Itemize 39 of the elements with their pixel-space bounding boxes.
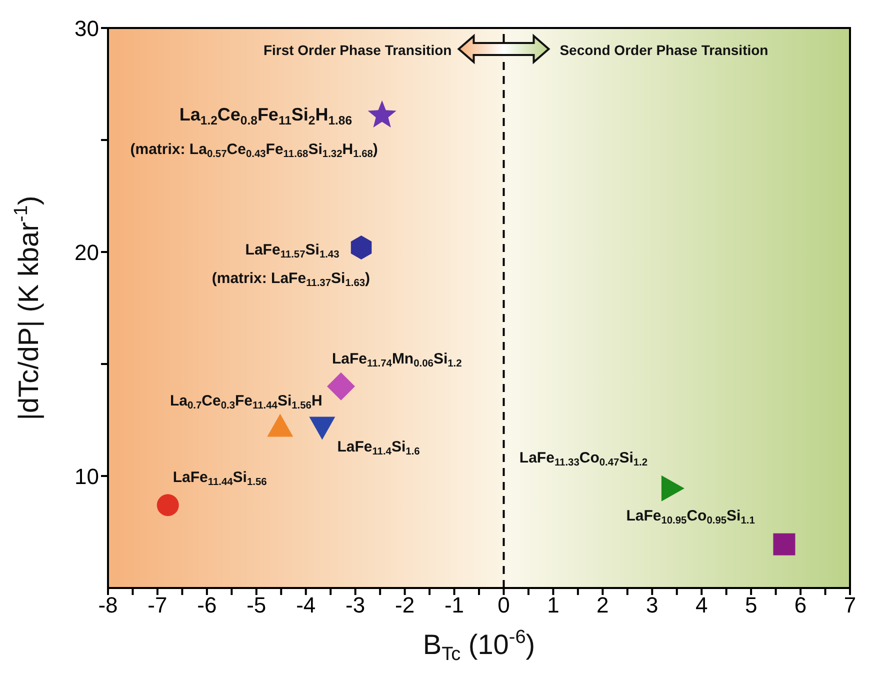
series-label: LaFe$_{11.33}$Co$_{0.47}$Si$_{1.2}$: [519, 449, 648, 468]
x-tick-label: 2: [596, 592, 609, 618]
x-tick-label: 0: [498, 592, 510, 618]
series-label: LaFe$_{11.4}$Si$_{1.6}$: [337, 438, 420, 458]
x-tick-label: 4: [695, 592, 708, 618]
x-tick-label: 5: [744, 592, 758, 618]
x-tick-label: -1: [444, 592, 464, 618]
y-tick-label: 10: [74, 464, 99, 489]
band-label: First Order Phase Transition: [263, 42, 452, 58]
point: [267, 414, 294, 437]
text: La$_{1.2}$Ce$_{0.8}$Fe$_{11}$Si$_{2}$H$_{1.86}$: [179, 104, 352, 127]
x-tick-label: -8: [98, 592, 118, 618]
text: La$_{0.7}$Ce$_{0.3}$Fe$_{11.44}$Si$_{1.56}$H: [170, 392, 322, 412]
point: [350, 236, 372, 260]
x-tick-label: -3: [346, 592, 366, 618]
series-label: LaFe$_{11.57}$Si$_{1.43}$: [245, 242, 340, 261]
text: (matrix: La$_{0.57}$Ce$_{0.43}$Fe$_{11.68}$Si$_{1.32}$H$_{1.68}$): [130, 141, 378, 160]
point: [773, 533, 796, 556]
x-axis-title: B$_{Tc}$ (10$^{-6}$): [422, 626, 536, 665]
point: [156, 494, 179, 516]
x-tick-label: -5: [246, 592, 266, 618]
series-label: LaFe$_{11.74}$Mn$_{0.06}$Si$_{1.2}$: [332, 350, 462, 370]
y-tick-label: 20: [74, 240, 99, 265]
annotation: (matrix: LaFe$_{11.37}$Si$_{1.63}$): [212, 270, 370, 289]
x-tick-label: -6: [197, 592, 217, 618]
point: [661, 475, 684, 502]
x-tick-label: 1: [547, 592, 560, 618]
x-tick-label: 7: [844, 592, 856, 618]
series-label: LaFe$_{10.95}$Co$_{0.95}$Si$_{1.1}$: [626, 507, 756, 526]
y-tick-label: 30: [74, 16, 99, 41]
band-label: Second Order Phase Transition: [560, 42, 768, 58]
x-tick-label: -4: [296, 592, 316, 618]
point: [326, 372, 355, 400]
x-tick-label: -2: [395, 592, 415, 618]
series-label: LaFe$_{11.44}$Si$_{1.56}$: [172, 469, 268, 488]
point: [368, 100, 396, 128]
x-tick-label: 3: [646, 592, 658, 618]
x-tick-label: -7: [148, 592, 168, 618]
x-tick-label: 6: [794, 592, 807, 618]
